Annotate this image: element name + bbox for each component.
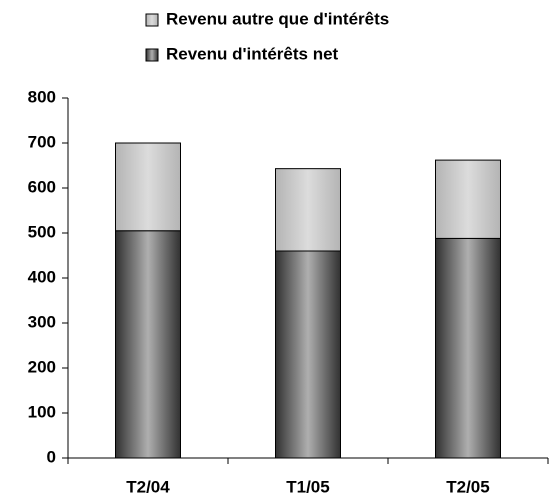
legend-label: Revenu d'intérêts net xyxy=(166,44,339,63)
legend-label: Revenu autre que d'intérêts xyxy=(166,9,389,28)
bar-segment xyxy=(275,168,341,252)
legend-swatch xyxy=(145,48,159,62)
bar-segment xyxy=(275,250,341,459)
y-tick-label: 600 xyxy=(28,177,56,196)
y-tick-label: 100 xyxy=(28,402,56,421)
y-tick-label: 400 xyxy=(28,267,56,286)
y-tick-label: 800 xyxy=(28,87,56,106)
legend-swatch xyxy=(145,13,159,27)
x-tick-label: T2/04 xyxy=(126,477,170,496)
bar-segment xyxy=(115,142,181,232)
x-tick-label: T1/05 xyxy=(286,477,329,496)
y-tick-label: 500 xyxy=(28,222,56,241)
x-tick-label: T2/05 xyxy=(446,477,489,496)
bar-segment xyxy=(435,237,501,459)
y-tick-label: 300 xyxy=(28,312,56,331)
bar-segment xyxy=(115,230,181,459)
y-tick-label: 700 xyxy=(28,132,56,151)
bar-segment xyxy=(435,159,501,239)
y-tick-label: 200 xyxy=(28,357,56,376)
y-tick-label: 0 xyxy=(47,447,56,466)
